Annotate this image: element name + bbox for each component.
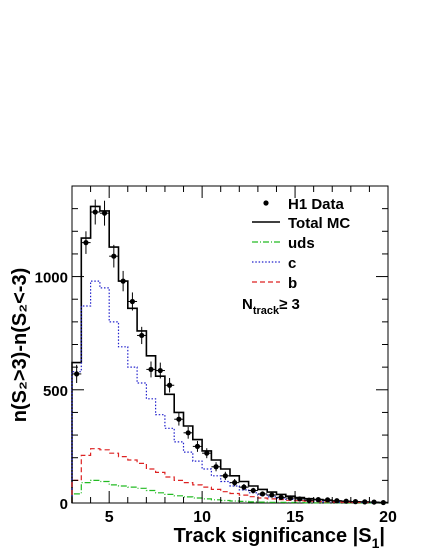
data-point-marker (306, 497, 312, 503)
data-point (369, 499, 379, 505)
legend-entry-data: H1 Data (263, 196, 345, 213)
x-axis-title: Track significance |S1| (174, 525, 385, 551)
data-point (127, 292, 138, 311)
data-point (90, 199, 100, 225)
data-point (164, 378, 175, 393)
data-point-marker (352, 499, 359, 505)
data-point (322, 497, 333, 503)
y-tick-label: 0 (60, 496, 68, 513)
y-axis-title: n(S₂>3)-n(S₂<-3) (9, 268, 31, 422)
histogram-c (71, 280, 388, 504)
data-point (72, 364, 82, 383)
data-point-marker (194, 443, 201, 449)
data-point (360, 499, 370, 505)
data-point (137, 326, 147, 345)
data-point (220, 471, 230, 480)
legend-label-b: b (288, 275, 297, 292)
data-point (202, 448, 212, 459)
x-tick-label: 15 (286, 509, 304, 526)
data-point-marker (297, 496, 303, 502)
data-point-marker (111, 253, 117, 259)
data-point (99, 200, 110, 226)
x-tick-label: 5 (105, 509, 114, 526)
data-point (81, 231, 91, 254)
data-point-marker (232, 480, 238, 486)
y-tick-label: 1000 (35, 270, 68, 287)
data-point-marker (287, 495, 294, 501)
data-point-marker (157, 367, 163, 374)
data-point-marker (129, 298, 136, 305)
x-tick-label: 10 (193, 509, 211, 526)
data-point (313, 497, 323, 503)
data-point (248, 487, 258, 494)
data-point (230, 478, 240, 487)
ntrack-annotation: Ntrack≥ 3 (242, 296, 300, 317)
data-point-marker (324, 497, 331, 503)
legend-label-total-mc: Total MC (288, 215, 350, 232)
data-point-marker (139, 332, 145, 339)
data-point-marker (278, 494, 284, 500)
data-point-marker (371, 499, 377, 505)
legend-label-c: c (288, 255, 296, 272)
data-point (341, 498, 351, 504)
data-point-marker (204, 450, 210, 456)
data-point (192, 440, 203, 452)
data-point-marker (83, 240, 89, 246)
legend-entry-uds: uds (252, 235, 315, 252)
data-point (109, 244, 119, 268)
y-tick-label: 500 (43, 383, 68, 400)
data-point (146, 361, 156, 378)
data-point-marker (343, 498, 349, 504)
data-point-marker (185, 430, 191, 436)
data-point (350, 499, 361, 505)
axes-layer: 5 10 15 20 0 500 1000 (35, 185, 397, 526)
legend-entry-c: c (252, 255, 296, 272)
data-point (118, 270, 128, 292)
data-point-marker (222, 473, 228, 479)
legend-label-data: H1 Data (288, 196, 345, 213)
data-point (267, 492, 277, 498)
histogram-uds (71, 479, 388, 504)
plot-area-border (71, 185, 389, 504)
data-point-marker (250, 487, 256, 494)
histogram-b (71, 448, 388, 504)
data-points-layer (72, 199, 388, 506)
data-point (183, 426, 193, 439)
data-point (285, 495, 296, 501)
legend: H1 Data Total MC uds c b Ntrack≥ 3 (242, 196, 350, 317)
plot-frame (71, 185, 389, 504)
data-point-marker (120, 278, 126, 284)
legend-marker-data (263, 200, 269, 206)
data-point (155, 362, 165, 379)
data-point (304, 497, 314, 503)
data-point-marker (148, 366, 154, 373)
data-point (276, 494, 286, 500)
legend-entry-b: b (252, 275, 297, 292)
data-point-marker (213, 464, 219, 470)
data-point-marker (176, 416, 182, 422)
data-point-marker (259, 491, 266, 497)
data-point-marker (74, 371, 80, 377)
data-point (257, 491, 268, 497)
data-point (295, 496, 305, 502)
data-point-marker (362, 499, 368, 505)
histogram-total-mc (71, 205, 388, 504)
data-point-marker (166, 382, 173, 388)
data-point (332, 498, 342, 504)
data-point-marker (269, 492, 275, 498)
data-point-marker (241, 484, 247, 490)
data-point-marker (101, 210, 108, 216)
x-tick-label: 20 (379, 509, 397, 526)
data-point (211, 462, 221, 472)
data-point (174, 412, 184, 426)
data-point-marker (92, 209, 98, 215)
legend-label-uds: uds (288, 235, 315, 252)
legend-entry-total-mc: Total MC (252, 215, 350, 232)
histogram-layer (71, 205, 388, 504)
data-point-marker (315, 497, 321, 503)
data-point-marker (334, 498, 340, 504)
data-point (239, 483, 249, 491)
